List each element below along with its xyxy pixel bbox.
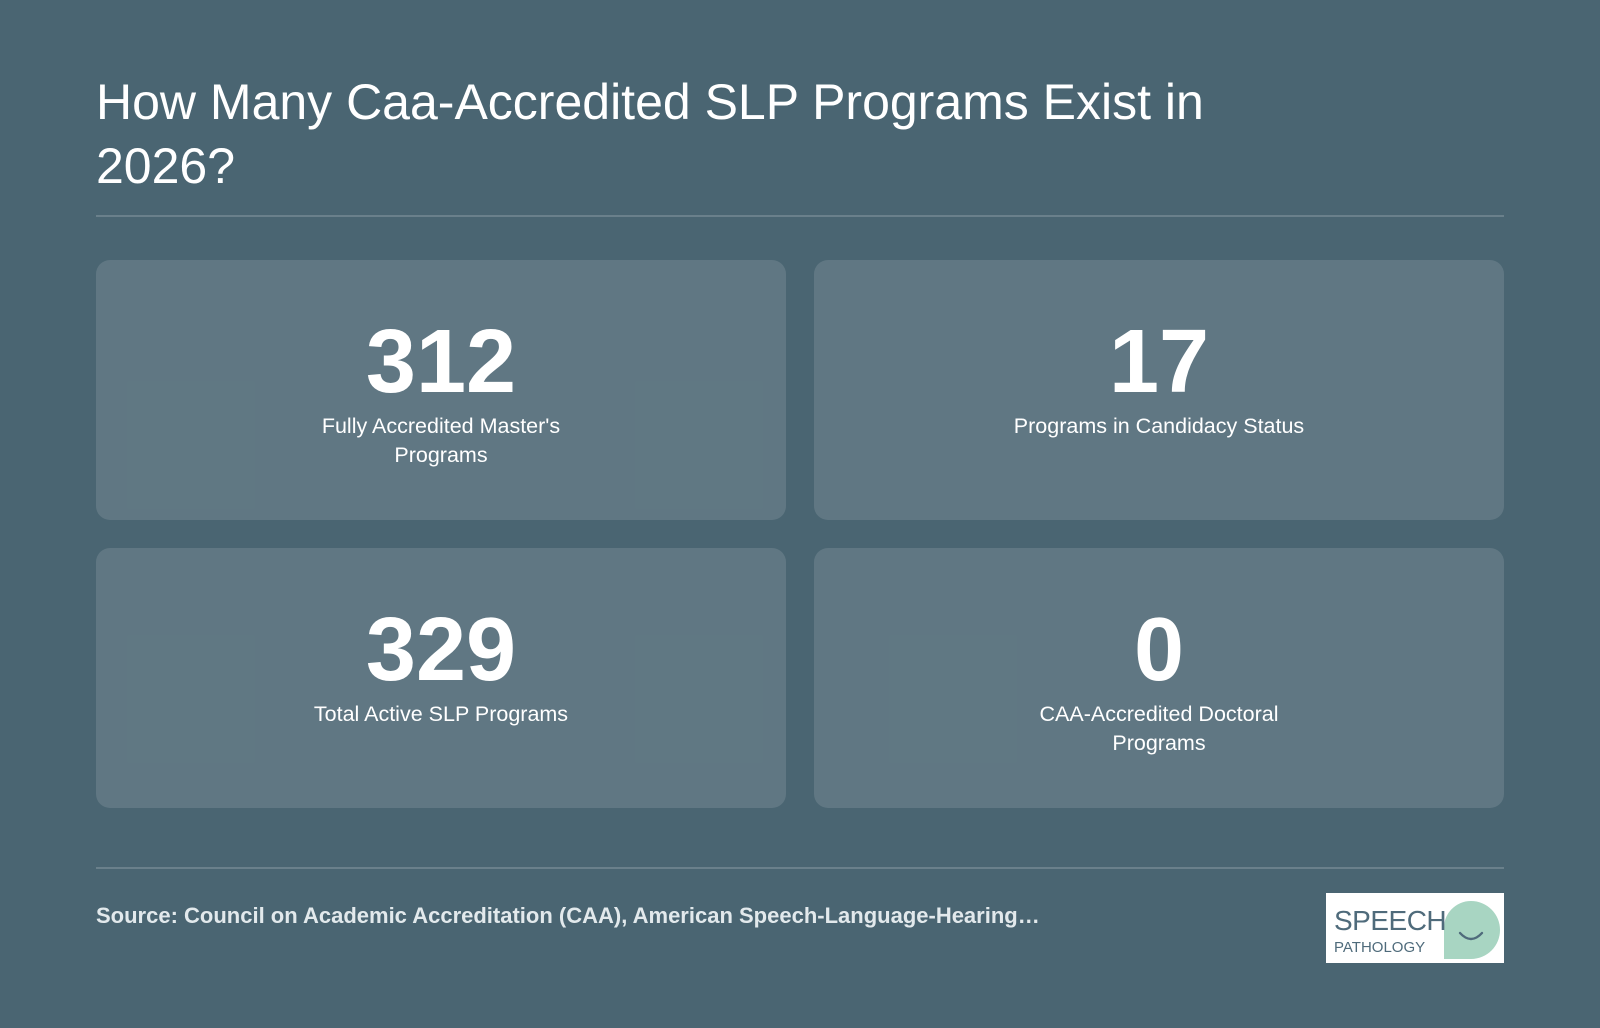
stat-label: Fully Accredited Master's Programs bbox=[321, 414, 561, 467]
logo-text-speech: SPEECH bbox=[1334, 905, 1447, 936]
content-frame: How Many Caa-Accredited SLP Programs Exi… bbox=[96, 0, 1504, 1028]
speech-pathology-logo: SPEECH PATHOLOGY bbox=[1326, 893, 1504, 963]
logo-text-pathology: PATHOLOGY bbox=[1334, 939, 1426, 956]
source-citation: Source: Council on Academic Accreditatio… bbox=[96, 903, 1040, 928]
stat-card-master-programs: 312 Fully Accredited Master's Programs bbox=[96, 260, 786, 520]
stat-label: CAA-Accredited Doctoral Programs bbox=[1039, 702, 1279, 755]
stats-grid: 312 Fully Accredited Master's Programs 1… bbox=[96, 260, 1504, 808]
stat-card-candidacy-programs: 17 Programs in Candidacy Status bbox=[814, 260, 1504, 520]
stat-value: 0 bbox=[1133, 600, 1185, 700]
stat-label: Programs in Candidacy Status bbox=[1013, 414, 1305, 438]
stat-value: 17 bbox=[1108, 312, 1210, 412]
stat-value: 312 bbox=[365, 312, 517, 412]
speech-bubble-smile-icon bbox=[1443, 900, 1501, 959]
footer-divider bbox=[96, 867, 1504, 869]
stat-card-doctoral-programs: 0 CAA-Accredited Doctoral Programs bbox=[814, 548, 1504, 808]
stat-card-total-programs: 329 Total Active SLP Programs bbox=[96, 548, 786, 808]
stat-label: Total Active SLP Programs bbox=[313, 702, 569, 726]
page-title: How Many Caa-Accredited SLP Programs Exi… bbox=[96, 74, 1204, 194]
stat-value: 329 bbox=[365, 600, 517, 700]
title-divider bbox=[96, 215, 1504, 217]
